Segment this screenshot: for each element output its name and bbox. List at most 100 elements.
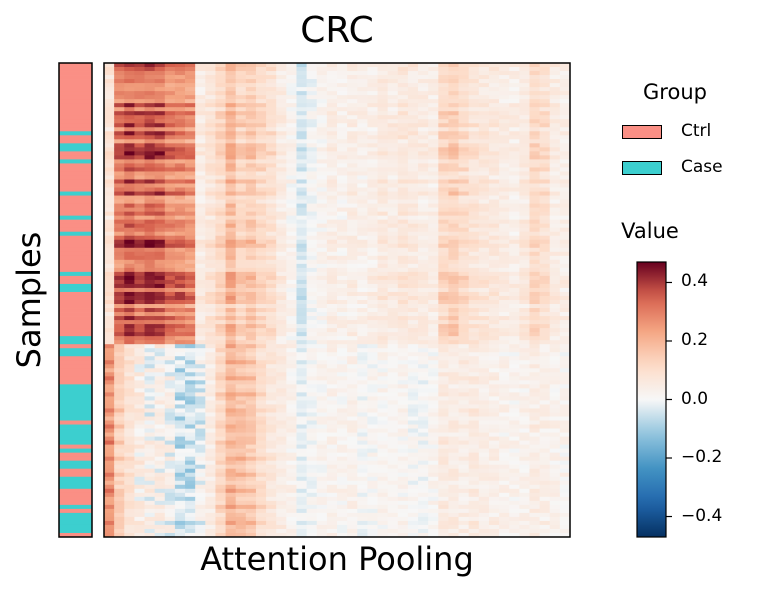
- heatmap-cell: [306, 468, 318, 474]
- heatmap-cell: [306, 376, 318, 381]
- heatmap-cell: [387, 420, 399, 425]
- heatmap-cell: [418, 239, 429, 245]
- heatmap-cell: [397, 259, 409, 265]
- heatmap-cell: [337, 275, 348, 281]
- heatmap-cell: [174, 428, 186, 433]
- heatmap-cell: [448, 143, 459, 148]
- heatmap-cell: [215, 263, 226, 269]
- heatmap-cell: [478, 163, 490, 168]
- heatmap-cell: [347, 119, 358, 124]
- heatmap-cell: [266, 79, 277, 84]
- heatmap-cell: [367, 372, 378, 377]
- heatmap-cell: [519, 199, 530, 204]
- heatmap-cell: [154, 123, 166, 128]
- heatmap-cell: [316, 408, 328, 413]
- heatmap-cell: [468, 207, 480, 213]
- heatmap-cell: [326, 235, 338, 241]
- heatmap-cell: [286, 432, 297, 437]
- heatmap-cell: [529, 364, 541, 369]
- heatmap-cell: [357, 460, 368, 466]
- heatmap-cell: [306, 175, 318, 180]
- annotation-cell: [59, 295, 92, 301]
- heatmap-cell: [225, 472, 237, 478]
- heatmap-cell: [164, 67, 176, 72]
- heatmap-cell: [266, 231, 277, 237]
- heatmap-cell: [316, 456, 328, 462]
- heatmap-cell: [347, 111, 358, 116]
- heatmap-cell: [225, 287, 237, 293]
- annotation-cell: [59, 308, 92, 313]
- heatmap-cell: [519, 127, 530, 132]
- heatmap-cell: [407, 416, 419, 421]
- heatmap-cell: [519, 115, 530, 120]
- heatmap-cell: [235, 304, 247, 309]
- heatmap-cell: [377, 191, 389, 196]
- heatmap-cell: [255, 271, 267, 277]
- heatmap-cell: [154, 195, 166, 200]
- heatmap-cell: [468, 416, 480, 421]
- heatmap-cell: [134, 191, 145, 196]
- heatmap-cell: [235, 243, 247, 249]
- heatmap-cell: [387, 340, 399, 345]
- heatmap-cell: [499, 275, 510, 281]
- heatmap-cell: [296, 384, 308, 389]
- heatmap-cell: [397, 287, 409, 293]
- heatmap-cell: [529, 179, 541, 184]
- heatmap-cell: [316, 255, 328, 261]
- heatmap-cell: [255, 143, 267, 148]
- heatmap-cell: [225, 227, 237, 233]
- heatmap-cell: [114, 324, 125, 329]
- heatmap-cell: [468, 480, 480, 486]
- heatmap-cell: [529, 412, 541, 417]
- heatmap-cell: [438, 147, 449, 152]
- heatmap-cell: [195, 396, 206, 401]
- heatmap-cell: [509, 456, 520, 462]
- heatmap-cell: [225, 87, 237, 92]
- heatmap-cell: [499, 360, 510, 365]
- heatmap-cell: [174, 143, 186, 148]
- heatmap-cell: [559, 79, 571, 84]
- heatmap-cell: [205, 452, 216, 458]
- heatmap-cell: [499, 356, 510, 361]
- heatmap-cell: [488, 159, 500, 164]
- heatmap-cell: [195, 312, 206, 317]
- heatmap-cell: [519, 308, 530, 313]
- heatmap-cell: [266, 448, 277, 454]
- heatmap-cell: [104, 267, 115, 273]
- heatmap-cell: [559, 400, 571, 405]
- heatmap-cell: [519, 408, 530, 413]
- heatmap-cell: [225, 432, 237, 437]
- heatmap-cell: [174, 79, 186, 84]
- heatmap-cell: [266, 199, 277, 204]
- heatmap-cell: [286, 183, 297, 188]
- heatmap-cell: [144, 139, 156, 144]
- heatmap-cell: [448, 368, 459, 373]
- heatmap-cell: [397, 320, 409, 325]
- heatmap-cell: [154, 352, 166, 357]
- heatmap-cell: [428, 432, 439, 437]
- heatmap-cell: [509, 227, 520, 233]
- heatmap-cell: [255, 83, 267, 88]
- heatmap-cell: [367, 312, 378, 317]
- heatmap-cell: [225, 183, 237, 188]
- heatmap-cell: [296, 95, 308, 100]
- heatmap-cell: [174, 348, 186, 353]
- heatmap-cell: [488, 131, 500, 136]
- heatmap-cell: [387, 408, 399, 413]
- heatmap-cell: [114, 275, 125, 281]
- heatmap-cell: [276, 432, 287, 437]
- heatmap-cell: [114, 87, 125, 92]
- heatmap-cell: [418, 476, 429, 482]
- heatmap-cell: [174, 308, 186, 313]
- heatmap-cell: [418, 356, 429, 361]
- heatmap-cell: [448, 376, 459, 381]
- heatmap-cell: [104, 424, 115, 429]
- heatmap-cell: [448, 436, 459, 441]
- heatmap-cell: [559, 384, 571, 389]
- heatmap-cell: [337, 308, 348, 313]
- heatmap-cell: [367, 91, 378, 96]
- heatmap-cell: [205, 287, 216, 293]
- heatmap-cell: [448, 332, 459, 337]
- heatmap-cell: [357, 408, 368, 413]
- heatmap-cell: [245, 231, 257, 237]
